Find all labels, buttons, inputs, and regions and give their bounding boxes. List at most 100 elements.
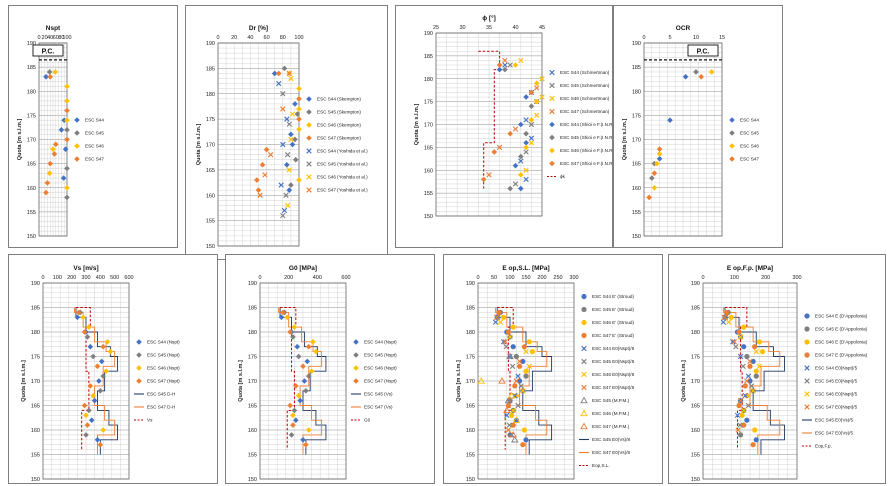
- data-point: [289, 141, 296, 148]
- legend-symbol: [136, 352, 142, 358]
- legend-symbol: [581, 332, 587, 339]
- legend-symbol: [306, 174, 312, 180]
- data-point: [100, 427, 106, 433]
- data-point: [84, 334, 91, 340]
- data-point: [107, 348, 114, 355]
- legend-label: Eop,S.L.: [592, 463, 610, 468]
- data-point: [303, 441, 309, 448]
- x-tick-label: 400: [96, 275, 105, 281]
- legend-symbol: [306, 148, 312, 154]
- data-point: [300, 363, 306, 370]
- x-tick-label: 20: [42, 35, 48, 41]
- legend: ESC S44 (Schmertman) ESC S45 (Schmertman)…: [547, 69, 613, 179]
- y-tick-label: 160: [691, 428, 700, 434]
- y-tick-label: 190: [691, 281, 700, 287]
- chart-title: ϕ [°]: [482, 14, 496, 22]
- data-point: [737, 353, 744, 360]
- y-tick-label: 180: [466, 330, 475, 336]
- x-tick-label: 400: [313, 275, 322, 281]
- legend-label: G0: [364, 418, 371, 423]
- data-point: [526, 339, 532, 345]
- y-tick-label: 155: [206, 219, 215, 225]
- legend-label: ESC S45 (Shioi e F.(I.N.R.): [560, 135, 613, 140]
- data-point: [503, 344, 509, 350]
- legend-symbol: [306, 109, 312, 115]
- plot-area: [702, 282, 798, 480]
- x-tick-label: 5: [668, 35, 671, 41]
- data-point: [44, 180, 51, 186]
- y-tick-label: 155: [31, 453, 40, 459]
- series-points: [43, 73, 70, 196]
- data-point: [98, 358, 105, 365]
- x-tick-label: 20: [231, 35, 237, 41]
- legend-symbol: [74, 143, 80, 149]
- data-point: [756, 363, 763, 369]
- data-point: [288, 182, 294, 188]
- data-point: [284, 314, 291, 321]
- y-tick-label: 185: [466, 306, 475, 312]
- data-point: [741, 407, 747, 414]
- data-point: [87, 383, 94, 389]
- y-tick-label: 160: [248, 428, 257, 434]
- data-point: [513, 393, 519, 399]
- data-point: [46, 170, 53, 177]
- data-point: [721, 314, 727, 320]
- x-tick-label: 100: [62, 35, 71, 41]
- legend-label: ESC S47 (Yoshida et al.): [317, 188, 368, 193]
- data-point: [747, 363, 753, 369]
- y-tick-label: 175: [206, 117, 215, 123]
- x-tick-label: 15: [719, 35, 725, 41]
- data-point: [284, 162, 290, 168]
- data-point: [280, 212, 286, 219]
- legend-label: ESC S47 (Nspt): [364, 379, 397, 384]
- data-point: [741, 324, 747, 330]
- data-point: [64, 194, 70, 201]
- series-points: [507, 62, 540, 187]
- data-point: [310, 339, 316, 345]
- x-tick-label: 45: [539, 25, 545, 31]
- data-point: [498, 377, 506, 384]
- data-point: [731, 339, 738, 345]
- data-point: [292, 101, 298, 107]
- legend-label: ESC S46 (M.P.M.): [592, 411, 630, 416]
- legend-label: ESC S46 (Schmertman): [560, 96, 610, 101]
- data-point: [734, 412, 741, 418]
- data-point: [496, 66, 503, 73]
- legend-symbol: [306, 135, 312, 141]
- legend-symbol: [549, 82, 555, 89]
- legend-label: ESC S46 (Nspt): [364, 366, 397, 371]
- panel-phi: ϕ [°] 25 30 35 40 45 150 155 160 165 170 175 180 185 1…: [395, 5, 613, 248]
- data-point: [503, 406, 511, 414]
- data-point: [517, 363, 523, 369]
- y-tick-label: 155: [632, 210, 641, 216]
- plot-area: [259, 282, 347, 480]
- legend-label: ESC S44: [740, 118, 759, 123]
- series-points: [284, 75, 296, 209]
- legend-label: ESC S46 (Nspt): [147, 366, 180, 371]
- data-point: [90, 353, 96, 360]
- data-point: [288, 131, 294, 138]
- legend-symbol: [74, 117, 80, 123]
- data-point: [64, 136, 70, 143]
- data-point: [276, 80, 282, 87]
- x-tick-label: 600: [341, 275, 350, 281]
- series-line: [724, 307, 748, 450]
- legend-label: ESC S47: [740, 157, 759, 162]
- x-tick-label: 0: [41, 275, 44, 281]
- series-points: [271, 70, 298, 193]
- y-axis-label: Quota [m s.l.m.]: [681, 360, 687, 402]
- data-point: [267, 151, 274, 158]
- panel-vs: Vs [m/s] 0 100 200 300 400 500 600 150 155 160 165 1…: [8, 254, 218, 484]
- legend-symbol: [306, 187, 312, 193]
- series-points: [280, 91, 292, 219]
- data-point: [518, 383, 524, 389]
- data-point: [262, 172, 268, 178]
- y-tick-label: 175: [632, 113, 641, 119]
- data-point: [747, 358, 753, 365]
- data-point: [286, 167, 292, 173]
- series-line: [74, 307, 116, 455]
- x-tick-label: 0: [642, 35, 645, 41]
- legend-label: Vs: [147, 418, 153, 423]
- y-tick-label: 175: [691, 355, 700, 361]
- series-points: [257, 70, 292, 198]
